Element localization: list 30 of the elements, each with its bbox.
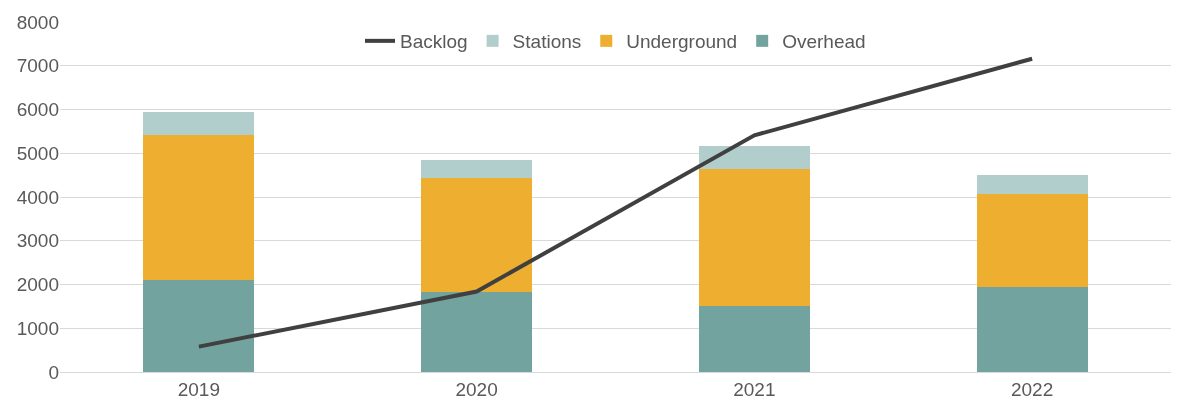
legend-label: Overhead: [782, 31, 866, 53]
y-tick-label: 3000: [16, 230, 59, 252]
bar: [976, 175, 1088, 195]
bar: [421, 292, 533, 372]
bar: [143, 135, 255, 281]
bar: [143, 111, 255, 136]
bar: [143, 280, 255, 372]
legend-label: Backlog: [400, 31, 468, 53]
y-tick-label: 7000: [16, 55, 59, 77]
bar: [698, 169, 810, 306]
bar: [698, 145, 810, 169]
bar: [976, 194, 1088, 288]
y-tick-label: 6000: [16, 99, 59, 121]
y-tick-label: 1000: [16, 317, 59, 339]
y-tick-label: 8000: [16, 11, 59, 33]
bar: [698, 305, 810, 372]
legend-label: Underground: [626, 31, 738, 53]
y-tick-label: 4000: [16, 186, 59, 208]
x-tick-label: 2019: [177, 378, 221, 400]
x-tick-label: 2020: [455, 378, 498, 400]
legend-label: Stations: [512, 31, 582, 53]
bar: [421, 178, 533, 293]
y-tick-label: 0: [48, 361, 59, 383]
bar: [421, 159, 533, 179]
line-series: [196, 56, 1035, 349]
y-tick-label: 5000: [16, 142, 59, 164]
x-tick-label: 2022: [1010, 378, 1054, 400]
bar: [976, 287, 1088, 372]
y-tick-label: 2000: [16, 274, 59, 296]
x-tick-label: 2021: [733, 378, 776, 400]
